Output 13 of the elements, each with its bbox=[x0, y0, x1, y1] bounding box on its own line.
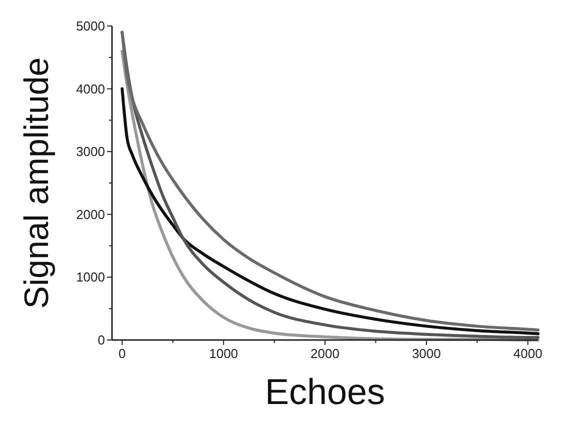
x-tick-label: 4000 bbox=[513, 346, 542, 361]
x-tick-label: 3000 bbox=[412, 346, 441, 361]
x-tick-label: 2000 bbox=[310, 346, 340, 361]
y-tick-label: 5000 bbox=[76, 18, 105, 34]
x-tick-label: 1000 bbox=[209, 346, 238, 361]
y-tick-label: 3000 bbox=[76, 144, 105, 160]
y-axis-title: Signal amplitude bbox=[18, 57, 56, 309]
y-tick-label: 4000 bbox=[76, 81, 105, 96]
y-tick-label: 0 bbox=[98, 332, 105, 348]
y-tick-label: 2000 bbox=[76, 206, 105, 222]
y-tick-label: 1000 bbox=[76, 270, 105, 285]
x-axis-title: Echoes bbox=[264, 371, 386, 412]
x-tick-label: 0 bbox=[118, 346, 126, 361]
